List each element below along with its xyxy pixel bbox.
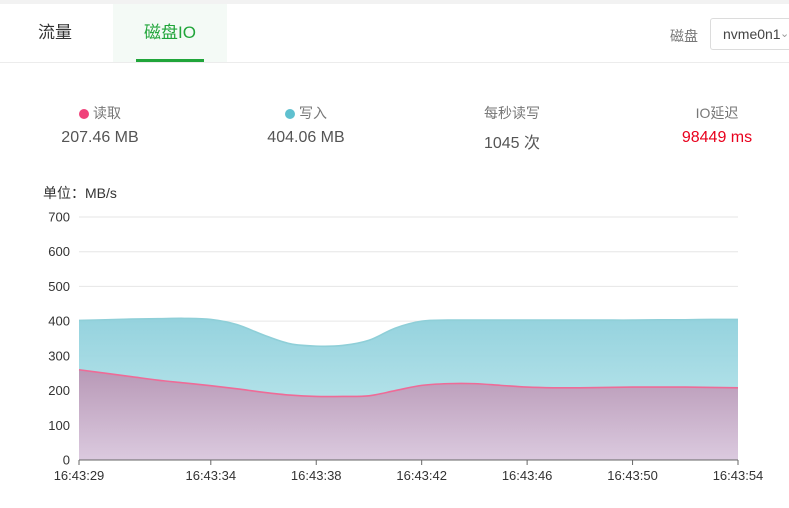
stat-read-label: 读取 [93,105,121,121]
tab-disk-io[interactable]: 磁盘IO [113,4,227,62]
stat-io-latency: IO延迟 98449 ms [657,103,777,147]
chevron-down-icon: ⌄ [780,28,789,40]
x-tick-label: 16:43:29 [54,468,105,483]
x-tick-label: 16:43:50 [607,468,658,483]
series-read-line [78,368,739,398]
tab-bar: 流量 磁盘IO [0,4,789,63]
stat-iops: 每秒读写 1045 次 [452,103,572,153]
y-tick-label: 200 [48,383,70,398]
stat-iops-label: 每秒读写 [484,105,540,121]
y-tick-label: 0 [63,453,70,468]
chart-unit-label: 单位：MB/s [43,185,117,201]
stat-read-value: 207.46 MB [61,129,139,146]
y-tick-label: 700 [48,210,70,225]
stat-io-latency-value: 98449 ms [681,129,753,146]
top-strip [0,0,789,4]
y-tick-label: 100 [48,418,70,433]
y-tick-label: 600 [48,244,70,259]
stat-iops-value: 1045 次 [483,135,541,152]
read-legend-dot [79,109,89,119]
write-legend-dot [285,109,295,119]
x-tick-label: 16:43:42 [396,468,447,483]
stat-write-value: 404.06 MB [267,129,345,146]
stat-io-latency-label: IO延迟 [695,105,739,121]
series-write-line [78,317,739,348]
x-tick-label: 16:43:46 [502,468,553,483]
x-tick-label: 16:43:54 [713,468,764,483]
disk-select[interactable]: nvme0n1 ⌄ [710,18,789,50]
y-tick-label: 500 [48,279,70,294]
disk-select-value: nvme0n1 [723,26,781,42]
active-tab-indicator [136,59,204,62]
x-tick-label: 16:43:34 [185,468,236,483]
y-tick-label: 300 [48,348,70,363]
tab-traffic[interactable]: 流量 [38,23,72,42]
series-read-area [79,369,738,460]
stat-read: 读取 207.46 MB [40,103,160,147]
y-tick-label: 400 [48,314,70,329]
disk-label: 磁盘 [670,28,698,44]
stat-write: 写入 404.06 MB [246,103,366,147]
stat-write-label: 写入 [299,105,327,121]
x-tick-label: 16:43:38 [291,468,342,483]
